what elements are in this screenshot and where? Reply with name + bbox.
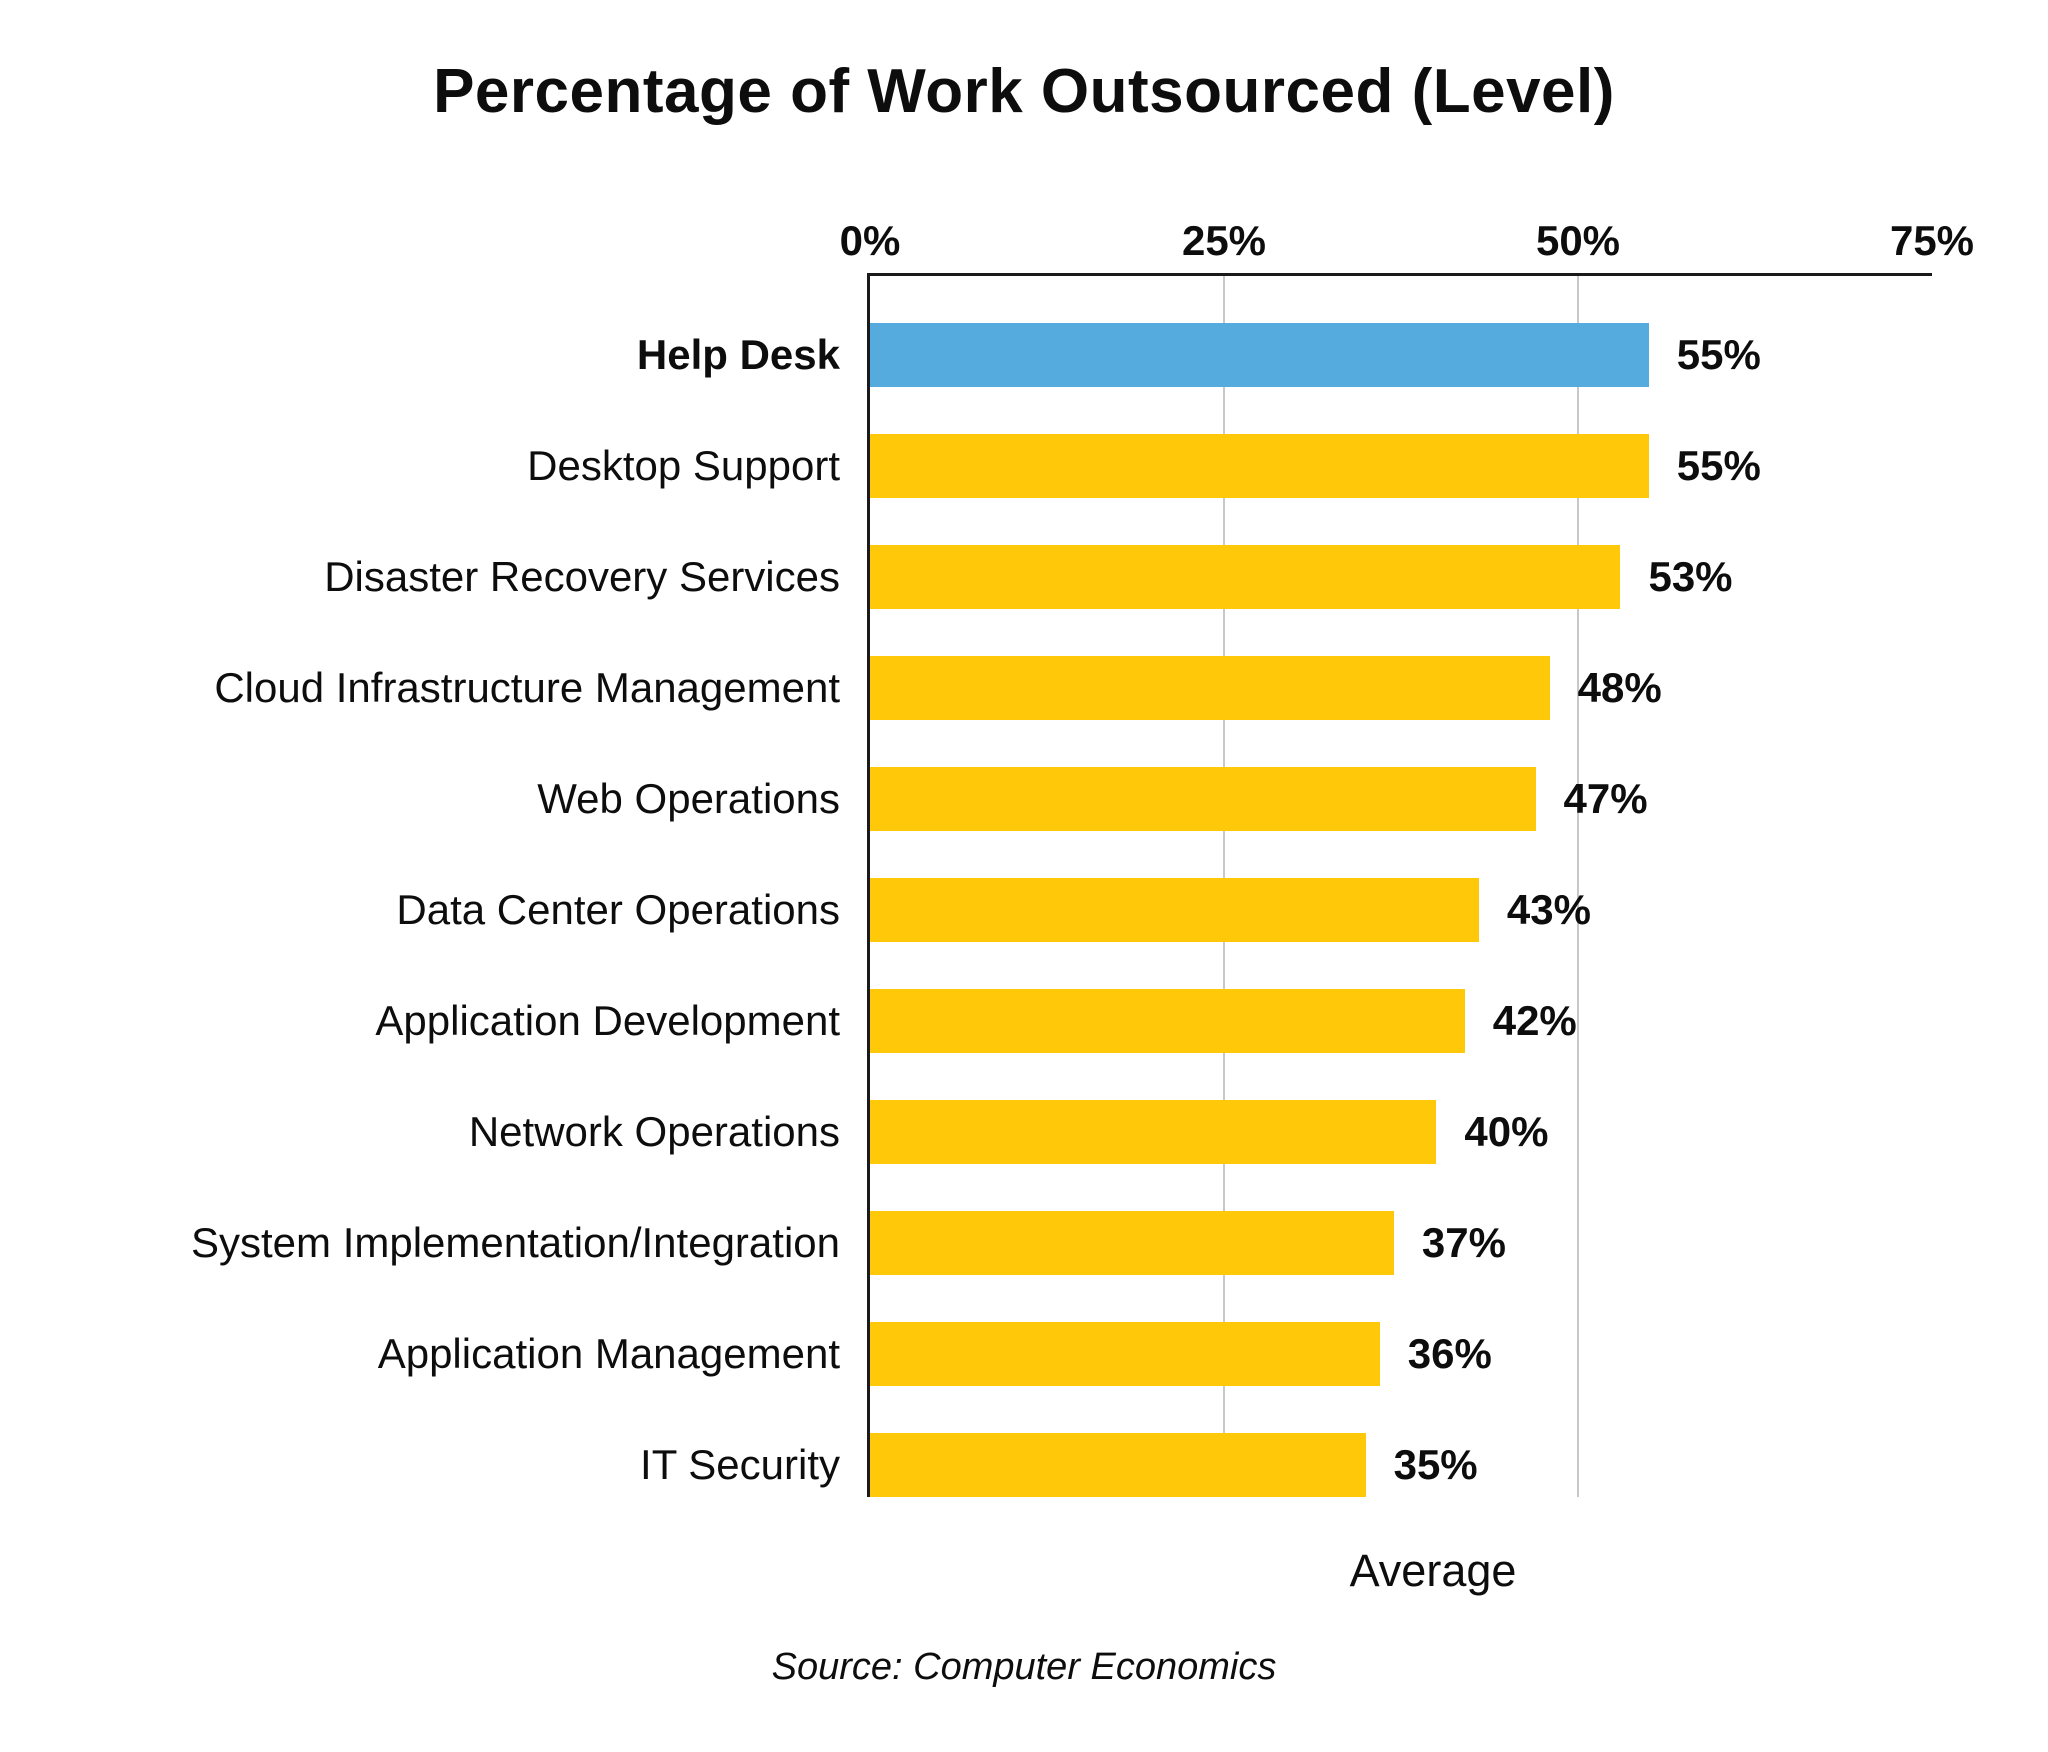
bar-row: System Implementation/Integration 37% bbox=[191, 1164, 1932, 1275]
value-label: 47% bbox=[1563, 775, 1648, 822]
bar bbox=[870, 767, 1536, 831]
bar-row: Disaster Recovery Services 53% bbox=[324, 498, 1932, 609]
category-label: Network Operations bbox=[468, 1108, 840, 1155]
axis-tick-label: 0% bbox=[839, 217, 901, 264]
bar-row: Application Development 42% bbox=[375, 942, 1932, 1053]
axis-tick-label: 75% bbox=[1889, 217, 1975, 264]
category-label: Web Operations bbox=[537, 775, 840, 822]
bar-row: Desktop Support 55% bbox=[527, 387, 1932, 498]
bar bbox=[870, 656, 1550, 720]
value-label: 35% bbox=[1393, 1441, 1478, 1488]
bar bbox=[870, 545, 1621, 609]
x-axis-label: Average bbox=[1349, 1545, 1517, 1596]
category-label: Application Management bbox=[377, 1330, 840, 1377]
bar bbox=[870, 1433, 1366, 1497]
category-label: Help Desk bbox=[636, 331, 840, 378]
axis-tick-label: 50% bbox=[1535, 217, 1621, 264]
value-label: 55% bbox=[1676, 442, 1761, 489]
bar-row: Web Operations 47% bbox=[537, 720, 1932, 831]
value-label: 43% bbox=[1506, 886, 1591, 933]
value-label: 42% bbox=[1492, 997, 1577, 1044]
bar bbox=[870, 1100, 1437, 1164]
bar-row: Application Management 36% bbox=[378, 1275, 1932, 1386]
category-label: Application Development bbox=[375, 997, 840, 1044]
category-label: System Implementation/Integration bbox=[191, 1219, 840, 1266]
plot-area: 0% 25% 50% 75% Help Desk 55% Desktop Support 55… bbox=[191, 220, 1974, 1497]
bar bbox=[870, 434, 1649, 498]
value-label: 37% bbox=[1421, 1219, 1506, 1266]
bar-row: Help Desk 55% bbox=[637, 276, 1932, 387]
value-label: 40% bbox=[1464, 1108, 1549, 1155]
source-note: Source: Computer Economics bbox=[771, 1646, 1277, 1688]
bar bbox=[870, 1211, 1394, 1275]
category-label: Disaster Recovery Services bbox=[324, 553, 840, 600]
bar-row: IT Security 35% bbox=[640, 1386, 1932, 1497]
value-label: 48% bbox=[1577, 664, 1662, 711]
value-label: 53% bbox=[1648, 553, 1733, 600]
bar bbox=[870, 989, 1465, 1053]
category-label: IT Security bbox=[640, 1441, 840, 1488]
value-label: 36% bbox=[1407, 1330, 1492, 1377]
axis-tick-label: 25% bbox=[1181, 217, 1267, 264]
bar-row: Data Center Operations 43% bbox=[396, 831, 1932, 942]
category-label: Desktop Support bbox=[527, 442, 840, 489]
value-label: 55% bbox=[1676, 331, 1761, 378]
gridline-50 bbox=[1576, 276, 1579, 1497]
category-label: Data Center Operations bbox=[396, 886, 840, 933]
bar bbox=[870, 1322, 1380, 1386]
chart-title: Percentage of Work Outsourced (Level) bbox=[433, 57, 1615, 126]
bar-row: Cloud Infrastructure Management 48% bbox=[214, 609, 1932, 720]
category-label: Cloud Infrastructure Management bbox=[214, 664, 840, 711]
bar bbox=[870, 323, 1649, 387]
bar bbox=[870, 878, 1479, 942]
bar-row: Network Operations 40% bbox=[469, 1053, 1932, 1164]
